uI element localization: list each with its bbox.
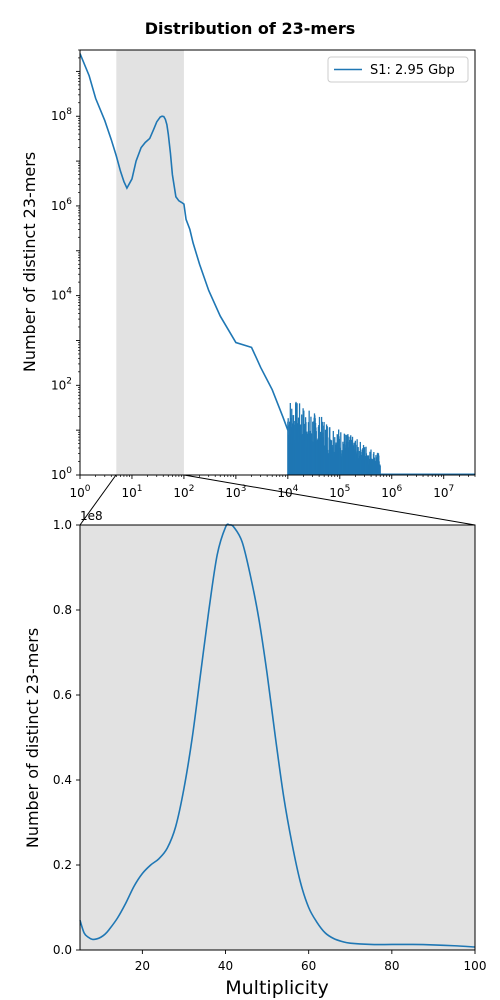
chart-title: Distribution of 23-mers [145, 19, 356, 38]
zoom-connector-left [79, 474, 117, 526]
top-x-axis: 100 101 102 103 104 105 106 107 [69, 475, 476, 500]
top-x-tick-label: 102 [173, 484, 194, 500]
bottom-x-axis: 20 40 60 80 100 [135, 950, 487, 973]
top-y-tick-label: 108 [51, 107, 72, 123]
top-x-tick-label: 101 [121, 484, 142, 500]
top-x-tick-label: 104 [277, 484, 298, 500]
top-x-tick-label: 106 [381, 484, 402, 500]
top-series-line [79, 53, 289, 431]
top-x-tick-label: 107 [433, 484, 454, 500]
zoom-connector-right [183, 474, 476, 526]
bottom-y-tick-label: 0.4 [53, 773, 72, 787]
bottom-y-axis: 0.0 0.2 0.4 0.6 0.8 1.0 [53, 518, 80, 957]
bottom-panel: 20 40 60 80 100 0.0 0.2 0.4 0.6 0.8 1.0 1e8 Numbe… [23, 509, 486, 999]
bottom-x-tick-label: 60 [301, 959, 316, 973]
top-noise-band [287, 401, 475, 475]
bottom-x-tick-label: 80 [384, 959, 399, 973]
top-highlight-band [116, 50, 184, 475]
bottom-y-tick-label: 0.6 [53, 688, 72, 702]
bottom-x-tick-label: 100 [464, 959, 487, 973]
top-y-tick-label: 106 [51, 197, 72, 213]
top-x-tick-label: 100 [69, 484, 90, 500]
bottom-series-line [79, 523, 476, 948]
bottom-x-tick-label: 40 [218, 959, 233, 973]
legend: S1: 2.95 Gbp [327, 56, 469, 83]
bottom-plot-frame [79, 524, 476, 951]
legend-label: S1: 2.95 Gbp [370, 63, 455, 78]
y-multiplier-label: 1e8 [80, 509, 103, 523]
bottom-x-axis-label: Multiplicity [225, 977, 328, 999]
bottom-y-axis-label: Number of distinct 23-mers [23, 628, 42, 848]
legend-box [327, 56, 469, 83]
top-y-tick-label: 104 [51, 287, 72, 303]
bottom-highlight-background [80, 525, 475, 950]
bottom-y-tick-label: 0.2 [53, 858, 72, 872]
bottom-y-tick-label: 0.8 [53, 603, 72, 617]
top-x-tick-label: 103 [225, 484, 246, 500]
top-y-tick-label: 102 [51, 376, 72, 392]
top-panel: 100 101 102 103 104 105 106 107 100 102 104 106 108… [20, 49, 476, 500]
top-y-axis: 100 102 104 106 108 [51, 49, 80, 482]
bottom-x-tick-label: 20 [135, 959, 150, 973]
top-y-tick-label: 100 [51, 466, 72, 482]
top-y-axis-label: Number of distinct 23-mers [20, 152, 39, 372]
top-x-tick-label: 105 [329, 484, 350, 500]
bottom-y-tick-label: 1.0 [53, 518, 72, 532]
bottom-y-tick-label: 0.0 [53, 943, 72, 957]
top-plot-frame [79, 49, 476, 476]
